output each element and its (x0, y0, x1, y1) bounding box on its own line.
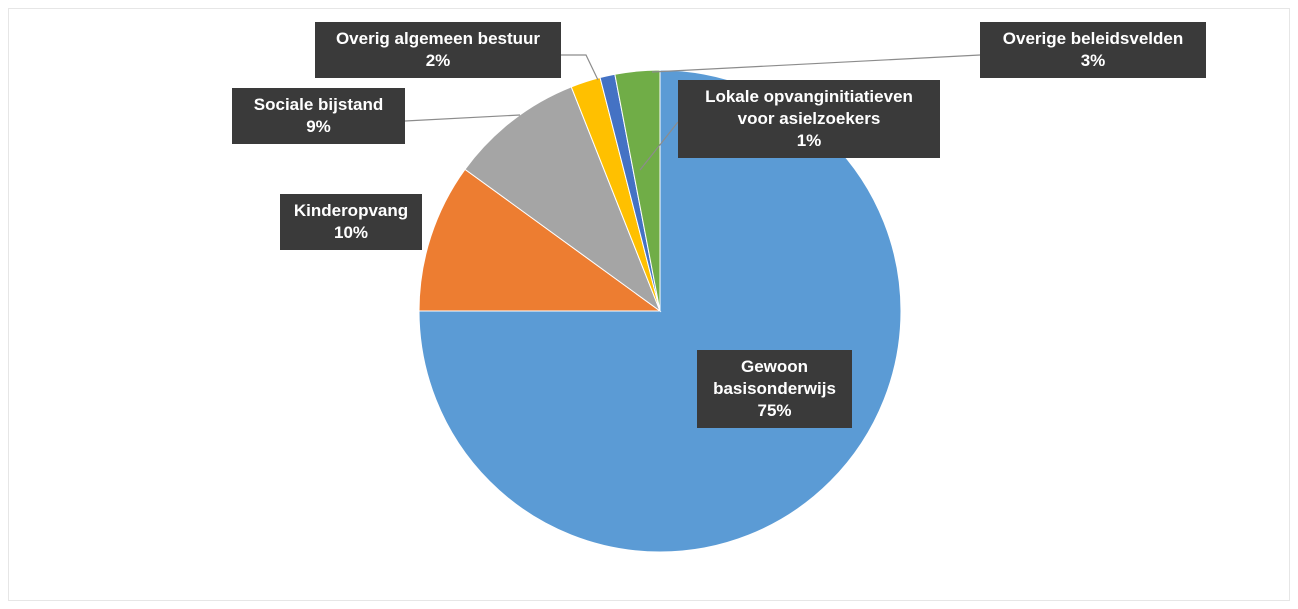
slice-name: Overig algemeen bestuur (335, 29, 541, 48)
data-label: Sociale bijstand 9% (232, 88, 405, 144)
data-label: Kinderopvang 10% (280, 194, 422, 250)
data-label: Gewoon basisonderwijs 75% (697, 350, 852, 428)
pie-slice (464, 86, 662, 313)
leader-line (651, 54, 981, 73)
slice-percent: 9% (306, 117, 331, 136)
slice-name: Overige beleidsvelden (1002, 29, 1184, 48)
leader-line (639, 121, 679, 171)
slice-percent: 1% (796, 131, 822, 150)
pie-slice (418, 168, 662, 312)
leader-line (404, 114, 521, 122)
data-label: Overige beleidsvelden 3% (980, 22, 1206, 78)
slice-name: Kinderopvang (293, 201, 409, 220)
slice-percent: 3% (1080, 51, 1106, 70)
slice-name: Lokale opvanginitiatieven voor asielzoek… (705, 87, 913, 128)
pie-slice (614, 69, 661, 312)
slice-percent: 75% (757, 401, 792, 420)
slice-name: Sociale bijstand (253, 95, 384, 114)
data-label: Overig algemeen bestuur 2% (315, 22, 561, 78)
slice-name: Gewoon basisonderwijs (713, 357, 836, 398)
slice-percent: 10% (333, 223, 369, 242)
slice-percent: 2% (425, 51, 451, 70)
leader-line (561, 54, 599, 81)
data-label: Lokale opvanginitiatieven voor asielzoek… (678, 80, 940, 158)
